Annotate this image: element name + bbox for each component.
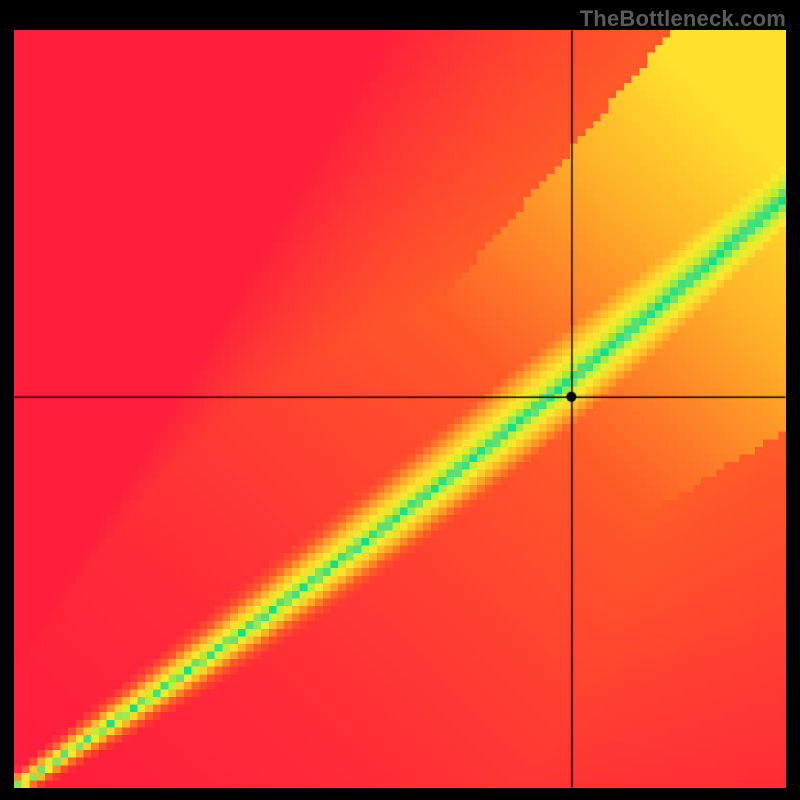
bottleneck-heatmap [14, 30, 786, 788]
chart-container: TheBottleneck.com [0, 0, 800, 800]
watermark-text: TheBottleneck.com [580, 6, 786, 32]
